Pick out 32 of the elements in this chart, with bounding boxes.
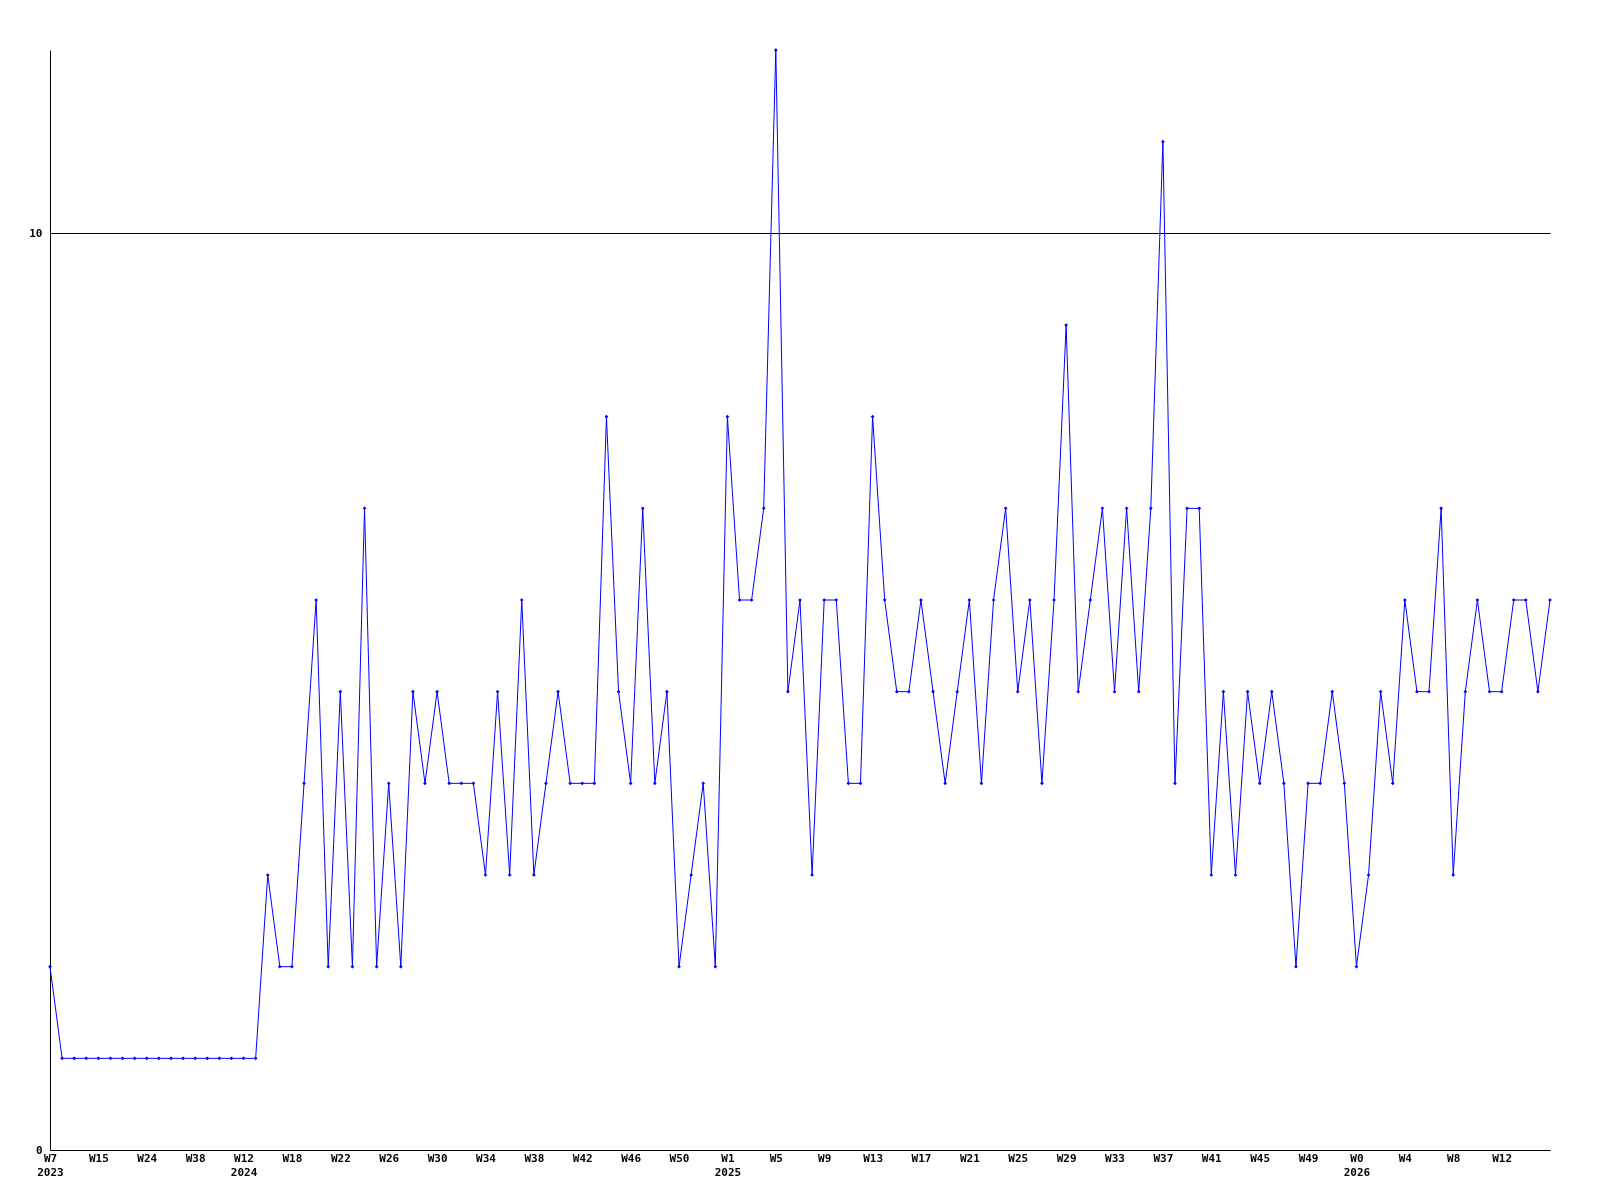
x-tick-label: W1 2025 — [714, 1151, 742, 1179]
x-tick-label: W42 — [572, 1151, 593, 1165]
x-tick-label: W24 — [137, 1151, 158, 1165]
x-tick-label: W26 — [379, 1151, 400, 1165]
x-tick-label: W9 — [818, 1151, 832, 1165]
x-tick-label: W12 — [1492, 1151, 1513, 1165]
x-tick-label: W18 — [282, 1151, 303, 1165]
x-tick-label: W15 — [88, 1151, 109, 1165]
x-tick-label: W37 — [1153, 1151, 1174, 1165]
x-tick-label: W46 — [621, 1151, 642, 1165]
x-tick-label: W5 — [769, 1151, 783, 1165]
x-tick-label: W50 — [669, 1151, 690, 1165]
x-tick-label: W12 2024 — [230, 1151, 258, 1179]
x-tick-label: W41 — [1201, 1151, 1223, 1165]
x-tick-label: W33 — [1105, 1151, 1125, 1165]
x-tick-label: W29 — [1056, 1151, 1077, 1165]
x-tick-label: W25 — [1008, 1151, 1029, 1165]
x-tick-label: W38 — [524, 1151, 545, 1165]
x-tick-label: W0 2026 — [1343, 1151, 1371, 1179]
x-tick-label: W45 — [1250, 1151, 1271, 1165]
y-tick-label: 0 — [35, 1143, 43, 1157]
x-tick-label: W13 — [863, 1151, 884, 1165]
x-tick-label: W4 — [1398, 1151, 1413, 1165]
x-tick-label: W22 — [330, 1151, 351, 1165]
x-tick-label: W34 — [476, 1151, 497, 1165]
x-tick-label: W30 — [427, 1151, 448, 1165]
x-tick-label: W21 — [959, 1151, 981, 1165]
x-tick-label: W8 — [1447, 1151, 1461, 1165]
y-tick-label: 10 — [29, 226, 43, 240]
x-tick-label: W38 — [185, 1151, 206, 1165]
x-tick-label: W49 — [1298, 1151, 1319, 1165]
x-tick-label: W17 — [911, 1151, 932, 1165]
